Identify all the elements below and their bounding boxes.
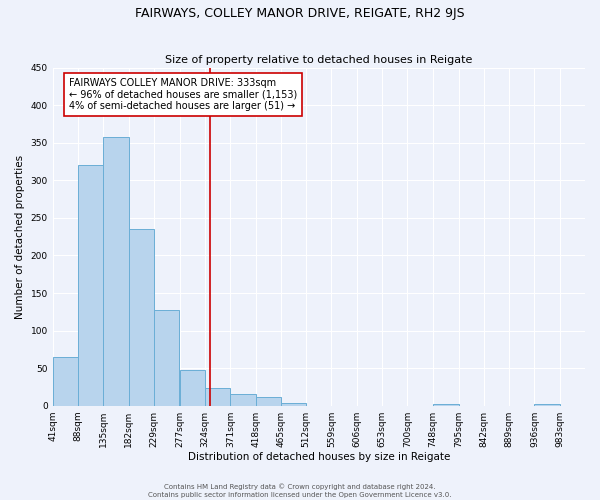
- Y-axis label: Number of detached properties: Number of detached properties: [15, 154, 25, 319]
- Bar: [230, 394, 256, 406]
- Bar: [433, 404, 458, 406]
- Bar: [53, 357, 78, 406]
- Title: Size of property relative to detached houses in Reigate: Size of property relative to detached ho…: [165, 56, 473, 66]
- Bar: [154, 310, 179, 406]
- Bar: [179, 370, 205, 406]
- Bar: [103, 137, 128, 406]
- Bar: [128, 229, 154, 406]
- Bar: [205, 388, 230, 406]
- Bar: [281, 402, 306, 406]
- Text: FAIRWAYS COLLEY MANOR DRIVE: 333sqm
← 96% of detached houses are smaller (1,153): FAIRWAYS COLLEY MANOR DRIVE: 333sqm ← 96…: [68, 78, 297, 111]
- Bar: [78, 166, 103, 406]
- Text: Contains HM Land Registry data © Crown copyright and database right 2024.
Contai: Contains HM Land Registry data © Crown c…: [148, 484, 452, 498]
- Bar: [535, 404, 560, 406]
- Bar: [256, 396, 281, 406]
- X-axis label: Distribution of detached houses by size in Reigate: Distribution of detached houses by size …: [188, 452, 450, 462]
- Text: FAIRWAYS, COLLEY MANOR DRIVE, REIGATE, RH2 9JS: FAIRWAYS, COLLEY MANOR DRIVE, REIGATE, R…: [135, 8, 465, 20]
